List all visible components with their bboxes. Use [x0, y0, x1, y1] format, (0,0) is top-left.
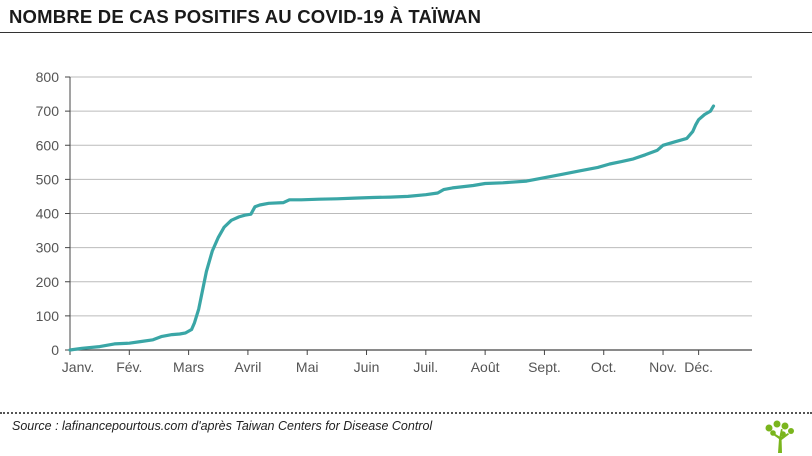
- y-tick-labels: 0 100 200 300 400 500 600 700 800: [36, 69, 60, 358]
- y-tick-label: 400: [36, 206, 60, 222]
- y-tick-label: 300: [36, 240, 60, 256]
- x-tick-label: Juin: [354, 359, 380, 375]
- series-line-0: [68, 104, 716, 352]
- x-tick-label: Janv.: [62, 359, 94, 375]
- axes: [65, 76, 752, 355]
- x-tick-label: Mai: [296, 359, 319, 375]
- x-tick-label: Avril: [234, 359, 261, 375]
- source-note: Source : lafinancepourtous.com d'après T…: [12, 419, 433, 433]
- x-tick-label: Mars: [173, 359, 204, 375]
- tree-logo-icon: [765, 420, 794, 453]
- x-tick-label: Déc.: [684, 359, 713, 375]
- y-tick-label: 0: [51, 342, 59, 358]
- footer-divider: [0, 412, 812, 414]
- gridlines: [70, 76, 752, 317]
- chart-title: NOMBRE DE CAS POSITIFS AU COVID-19 À TAÏ…: [9, 6, 482, 27]
- x-tick-label: Fév.: [116, 359, 142, 375]
- x-tick-label: Sept.: [528, 359, 561, 375]
- x-tick-label: Oct.: [591, 359, 617, 375]
- y-tick-label: 500: [36, 171, 60, 187]
- x-tick-label: Nov.: [649, 359, 677, 375]
- x-tick-label: Juil.: [413, 359, 438, 375]
- series-layer: [68, 104, 716, 352]
- y-tick-label: 200: [36, 274, 60, 290]
- title-divider: [0, 32, 812, 33]
- line-chart: 0 100 200 300 400 500 600 700 800 Janv. Fév. Mars A…: [36, 69, 752, 375]
- y-tick-label: 600: [36, 137, 60, 153]
- x-tick-label: Août: [471, 359, 500, 375]
- y-tick-label: 700: [36, 103, 60, 119]
- y-tick-label: 100: [36, 308, 60, 324]
- y-tick-label: 800: [36, 69, 60, 85]
- x-tick-labels: Janv. Fév. Mars Avril Mai Juin Juil. Août Sept. O…: [62, 359, 713, 375]
